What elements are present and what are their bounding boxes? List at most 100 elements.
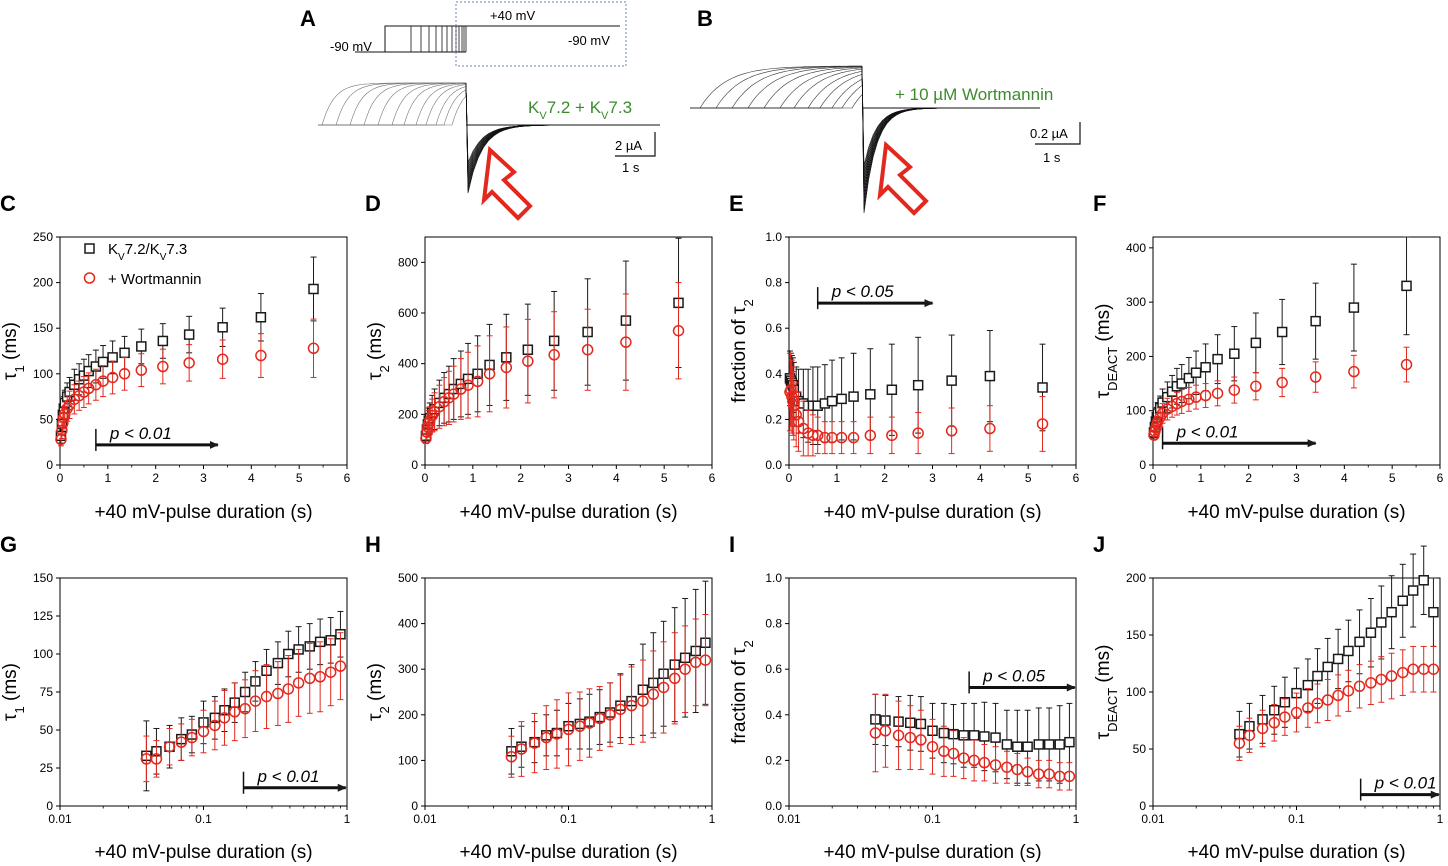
data-point-control xyxy=(119,347,130,359)
data-point-wortmannin xyxy=(1233,737,1246,750)
data-point-control xyxy=(1418,575,1429,586)
x-tick-label: 6 xyxy=(344,471,351,485)
data-point-wortmannin xyxy=(1250,380,1262,393)
data-point-wortmannin xyxy=(1302,702,1314,714)
data-point-control xyxy=(1200,362,1211,373)
y-tick-label: 0.4 xyxy=(765,367,782,381)
x-tick-label: 0.01 xyxy=(413,812,437,826)
activation-trace-4 xyxy=(690,66,863,109)
data-point-wortmannin xyxy=(892,729,905,742)
data-point-wortmannin xyxy=(1036,418,1049,430)
data-point-control xyxy=(1043,739,1055,750)
data-point-wortmannin xyxy=(604,709,616,721)
data-point-control xyxy=(990,732,1001,743)
data-point-wortmannin xyxy=(540,731,553,744)
data-point-control xyxy=(1310,315,1321,327)
panel-label-g: G xyxy=(0,532,17,557)
legend-marker-wortmannin xyxy=(83,272,96,284)
y-tick-label: 200 xyxy=(1126,571,1146,585)
data-point-control xyxy=(1343,645,1354,657)
series-wortmannin xyxy=(140,632,347,783)
y-tick-label: 100 xyxy=(1126,404,1146,418)
x-axis-label: +40 mV-pulse duration (s) xyxy=(459,502,677,523)
x-axis-label: +40 mV-pulse duration (s) xyxy=(823,842,1041,863)
data-point-control xyxy=(1401,280,1412,292)
activation-trace-11 xyxy=(318,95,467,126)
y-axis-label: τ1 (ms) xyxy=(0,663,27,721)
data-point-wortmannin xyxy=(209,719,221,732)
data-point-wortmannin xyxy=(1321,694,1334,706)
data-point-wortmannin xyxy=(471,375,484,388)
data-point-wortmannin xyxy=(1290,706,1303,719)
condition-label-b: + 10 µM Wortmannin xyxy=(895,85,1053,104)
data-point-control xyxy=(984,370,996,382)
x-tick-label: 4 xyxy=(977,471,984,485)
activation-trace-7 xyxy=(690,71,863,109)
legend-marker-control xyxy=(84,243,95,254)
y-tick-label: 100 xyxy=(33,367,53,381)
data-point-wortmannin xyxy=(239,702,251,715)
voltage-protocol-a: -90 mV +40 mV -90 mV xyxy=(330,1,627,67)
data-point-wortmannin xyxy=(55,433,67,446)
panel-label-a: A xyxy=(300,6,316,31)
data-point-wortmannin xyxy=(1385,670,1398,682)
data-point-control xyxy=(1190,367,1202,378)
svg-text:1 s: 1 s xyxy=(622,160,640,175)
data-point-control xyxy=(1428,606,1439,618)
x-tick-label: 0.1 xyxy=(924,812,941,826)
data-point-control xyxy=(1322,661,1333,673)
y-tick-label: 800 xyxy=(398,255,418,269)
y-tick-label: 0 xyxy=(46,799,53,813)
svg-text:0.2 µA: 0.2 µA xyxy=(1030,126,1068,141)
data-point-wortmannin xyxy=(1063,770,1076,783)
data-point-control xyxy=(826,395,838,407)
data-point-wortmannin xyxy=(811,429,824,442)
data-point-wortmannin xyxy=(581,343,594,356)
data-point-wortmannin xyxy=(56,424,68,437)
data-point-wortmannin xyxy=(620,336,632,348)
data-point-wortmannin xyxy=(679,663,691,675)
series-wortmannin xyxy=(1233,645,1440,761)
data-point-wortmannin xyxy=(183,357,195,369)
legend-label-control: KV7.2/KV7.3 xyxy=(108,241,187,263)
legend-label-wortmannin: + Wortmannin xyxy=(108,271,202,288)
data-point-wortmannin xyxy=(324,666,337,678)
data-point-wortmannin xyxy=(272,687,284,700)
data-point-control xyxy=(217,322,228,333)
y-tick-label: 0.4 xyxy=(765,708,782,722)
data-point-wortmannin xyxy=(282,683,295,695)
data-point-wortmannin xyxy=(1043,768,1055,780)
data-point-wortmannin xyxy=(1021,766,1034,778)
data-point-control xyxy=(1212,353,1223,365)
data-point-wortmannin xyxy=(216,353,229,365)
y-tick-label: 125 xyxy=(33,609,53,623)
y-tick-label: 300 xyxy=(398,662,418,676)
x-axis-label: +40 mV-pulse duration (s) xyxy=(1187,502,1405,523)
y-tick-label: 500 xyxy=(398,571,418,585)
data-point-wortmannin xyxy=(157,360,169,373)
series-wortmannin xyxy=(869,693,1076,791)
data-point-wortmannin xyxy=(879,725,892,737)
data-point-wortmannin xyxy=(1332,689,1344,702)
data-point-wortmannin xyxy=(150,753,163,765)
data-point-wortmannin xyxy=(197,725,210,738)
data-point-wortmannin xyxy=(522,355,534,367)
data-point-control xyxy=(1397,595,1408,607)
data-point-wortmannin xyxy=(807,429,819,442)
x-tick-label: 4 xyxy=(1341,471,1348,485)
data-point-wortmannin xyxy=(912,427,924,439)
data-point-wortmannin xyxy=(1175,395,1188,408)
data-point-wortmannin xyxy=(548,349,560,361)
activation-trace-3 xyxy=(690,66,863,109)
data-point-control xyxy=(848,391,859,402)
y-tick-label: 0.6 xyxy=(765,662,782,676)
data-point-wortmannin xyxy=(672,324,685,337)
activation-trace-10 xyxy=(318,89,467,126)
x-tick-label: 3 xyxy=(929,471,936,485)
data-point-wortmannin xyxy=(1183,393,1195,406)
data-point-wortmannin xyxy=(1311,697,1324,710)
data-point-wortmannin xyxy=(1365,677,1377,689)
activation-trace-10 xyxy=(690,85,863,109)
data-point-control xyxy=(1001,739,1013,750)
